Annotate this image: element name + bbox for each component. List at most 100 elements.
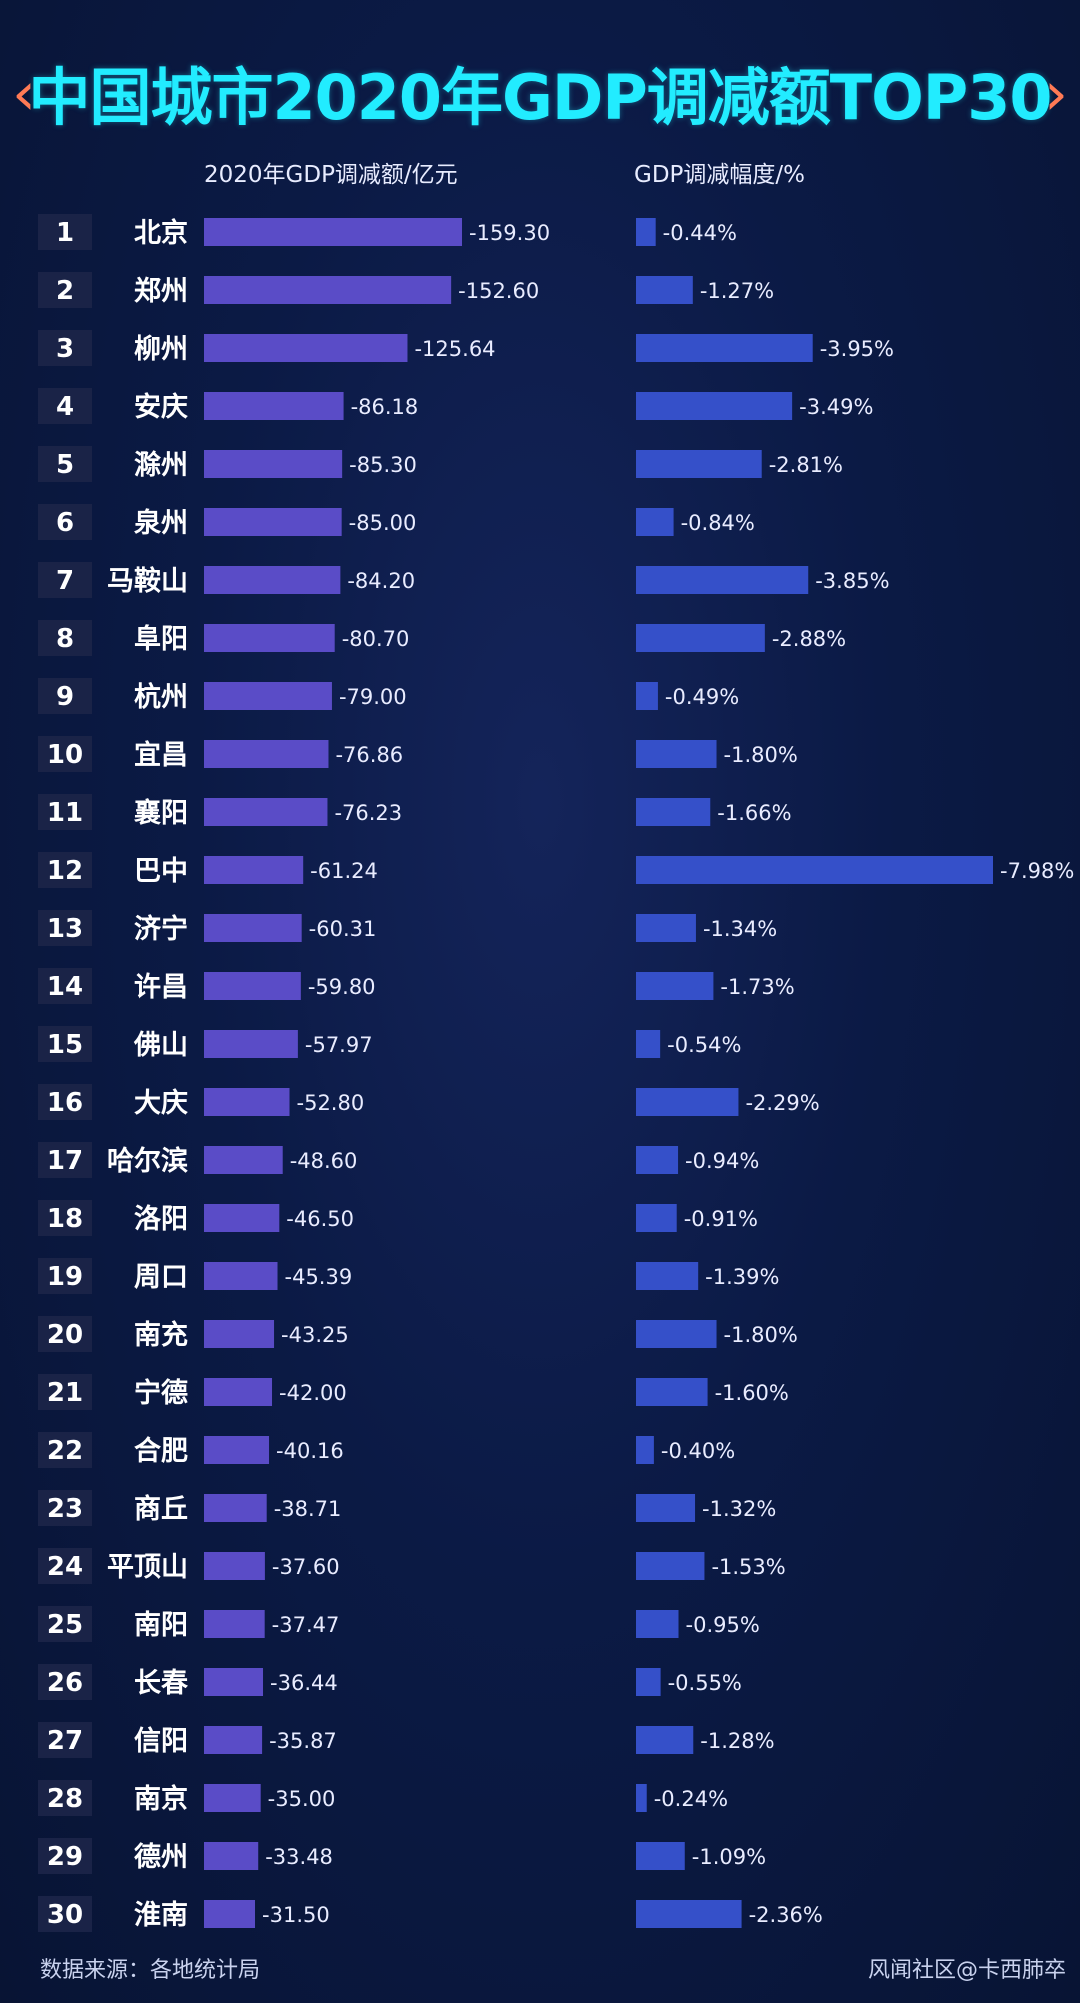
gdp-reduction-rate-label: -1.09%	[692, 1845, 766, 1869]
gdp-reduction-label: -36.44	[270, 1671, 338, 1695]
watermark-credit: 风闻社区@卡西肺卒	[867, 1958, 1066, 1983]
gdp-reduction-bar	[204, 1088, 290, 1116]
rank-badge	[38, 272, 92, 308]
gdp-reduction-label: -38.71	[274, 1497, 342, 1521]
gdp-reduction-rate-label: -1.60%	[715, 1381, 789, 1405]
gdp-reduction-bar	[204, 1204, 280, 1232]
gdp-reduction-label: -37.60	[272, 1555, 340, 1579]
rank-number: 16	[47, 1088, 83, 1118]
gdp-reduction-rate-bar	[636, 624, 765, 652]
city-name: 安庆	[134, 391, 188, 423]
data-source: 数据来源：各地统计局	[40, 1958, 261, 1983]
gdp-reduction-label: -40.16	[276, 1439, 344, 1463]
gdp-reduction-label: -125.64	[414, 337, 495, 361]
gdp-reduction-rate-label: -0.94%	[685, 1149, 759, 1173]
gdp-reduction-rate-bar	[636, 1204, 677, 1232]
rank-number: 18	[47, 1204, 83, 1234]
gdp-reduction-rate-bar	[636, 1436, 654, 1464]
gdp-reduction-label: -57.97	[305, 1033, 373, 1057]
city-name: 平顶山	[107, 1552, 188, 1583]
rank-number: 29	[47, 1842, 83, 1872]
rank-number: 1	[56, 218, 74, 248]
rank-badge	[38, 388, 92, 424]
gdp-reduction-label: -159.30	[469, 221, 550, 245]
city-name: 郑州	[134, 276, 188, 307]
gdp-reduction-rate-label: -0.24%	[654, 1787, 728, 1811]
city-name: 哈尔滨	[107, 1145, 188, 1177]
gdp-reduction-label: -52.80	[297, 1091, 365, 1115]
gdp-reduction-bar	[204, 508, 342, 536]
gdp-reduction-rate-bar	[636, 276, 693, 304]
gdp-reduction-rate-bar	[636, 1262, 699, 1290]
gdp-reduction-bar	[204, 624, 335, 652]
gdp-reduction-rate-label: -2.81%	[769, 453, 843, 477]
gdp-reduction-rate-label: -0.44%	[663, 221, 737, 245]
city-name: 合肥	[134, 1435, 188, 1467]
gdp-reduction-bar	[204, 856, 304, 884]
rank-number: 25	[47, 1610, 83, 1640]
rank-number: 10	[47, 740, 83, 770]
rank-badge	[38, 446, 92, 482]
rank-badge	[38, 968, 92, 1004]
rank-number: 27	[47, 1726, 83, 1756]
gdp-reduction-label: -79.00	[339, 685, 407, 709]
gdp-reduction-bar	[204, 1610, 265, 1638]
title-wrap: 中国城市2020年GDP调减额TOP30	[0, 48, 1080, 148]
page-title: 中国城市2020年GDP调减额TOP30	[28, 61, 1052, 134]
rank-number: 2	[56, 276, 74, 306]
rank-number: 28	[47, 1784, 83, 1814]
city-name: 南充	[134, 1319, 188, 1351]
gdp-reduction-rate-label: -1.32%	[702, 1497, 776, 1521]
gdp-reduction-label: -43.25	[281, 1323, 349, 1347]
gdp-reduction-bar	[204, 334, 408, 362]
gdp-reduction-rate-label: -0.91%	[684, 1207, 758, 1231]
gdp-reduction-label: -59.80	[308, 975, 376, 999]
gdp-reduction-rate-label: -1.80%	[724, 1323, 798, 1347]
left-column-header: 2020年GDP调减额/亿元	[204, 162, 458, 188]
gdp-reduction-label: -35.87	[269, 1729, 337, 1753]
rank-badge	[38, 214, 92, 250]
gdp-reduction-rate-bar	[636, 856, 993, 884]
city-name: 宜昌	[134, 739, 188, 771]
rank-badge	[38, 736, 92, 772]
rank-badge	[38, 678, 92, 714]
gdp-reduction-rate-bar	[636, 508, 674, 536]
gdp-reduction-bar	[204, 1668, 264, 1696]
city-name: 周口	[134, 1262, 188, 1293]
gdp-reduction-rate-bar	[636, 1668, 661, 1696]
city-name: 淮南	[134, 1900, 188, 1931]
gdp-reduction-rate-label: -2.36%	[749, 1903, 823, 1927]
rank-number: 14	[47, 972, 83, 1002]
city-name: 南京	[134, 1783, 188, 1815]
gdp-reduction-rate-bar	[636, 1784, 647, 1812]
gdp-reduction-rate-label: -1.39%	[705, 1265, 779, 1289]
gdp-reduction-bar	[204, 450, 343, 478]
gdp-reduction-rate-bar	[636, 1030, 661, 1058]
gdp-reduction-rate-label: -1.28%	[700, 1729, 774, 1753]
rank-number: 21	[47, 1378, 83, 1408]
rank-number: 23	[47, 1494, 83, 1524]
gdp-reduction-rate-label: -0.54%	[667, 1033, 741, 1057]
rank-number: 12	[47, 856, 83, 886]
gdp-reduction-bar	[204, 1784, 261, 1812]
rank-number: 20	[47, 1320, 83, 1350]
city-name: 泉州	[134, 507, 188, 539]
city-name: 商丘	[134, 1494, 188, 1525]
city-name: 大庆	[134, 1087, 188, 1119]
right-column-header: GDP调减幅度/%	[634, 162, 806, 188]
gdp-reduction-bar	[204, 1436, 270, 1464]
rank-badge	[38, 910, 92, 946]
rank-badge	[38, 1838, 92, 1874]
gdp-reduction-rate-label: -1.53%	[711, 1555, 785, 1579]
city-name: 济宁	[134, 913, 188, 945]
city-name: 滁州	[134, 449, 188, 481]
gdp-reduction-bar	[204, 914, 302, 942]
gdp-reduction-bar	[204, 566, 341, 594]
gdp-reduction-label: -152.60	[458, 279, 539, 303]
gdp-reduction-bar	[204, 218, 462, 246]
rank-badge	[38, 1606, 92, 1642]
rank-badge	[38, 1142, 92, 1178]
rank-badge	[38, 620, 92, 656]
gdp-reduction-bar	[204, 1900, 256, 1928]
